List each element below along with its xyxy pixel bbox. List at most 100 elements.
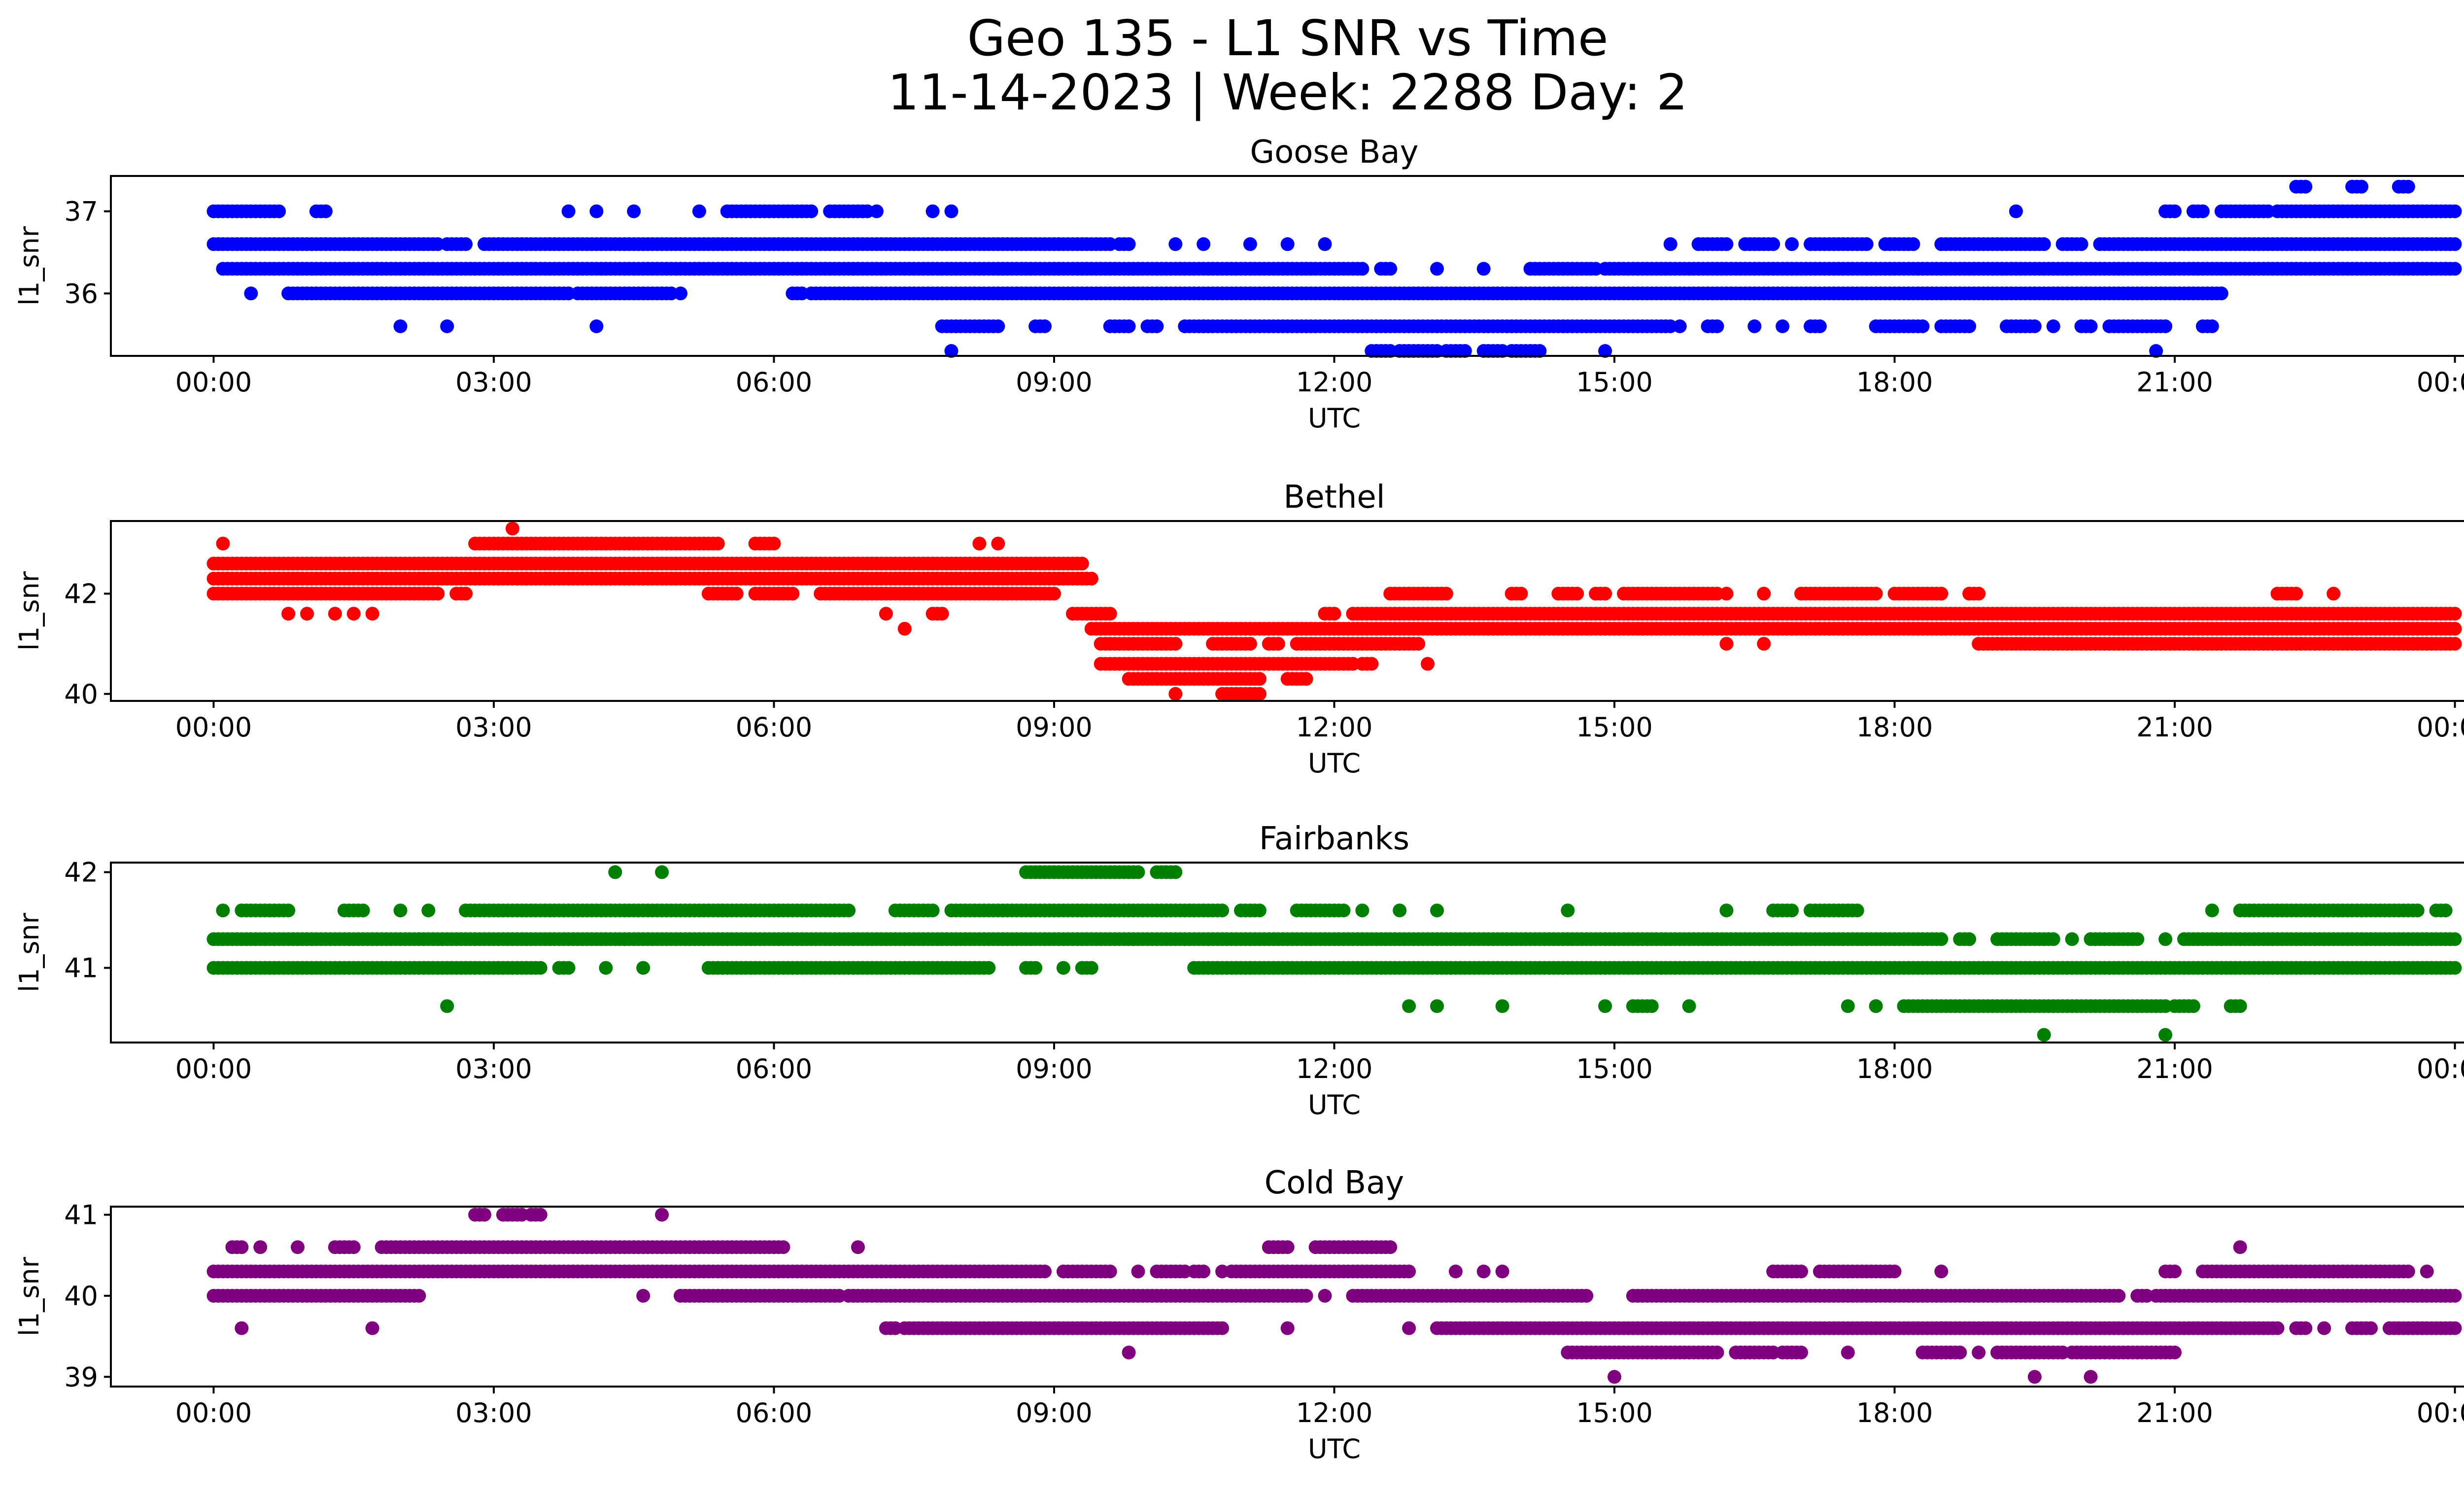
- scatter-points: [206, 865, 2462, 1042]
- data-point: [2355, 179, 2368, 194]
- x-tick-label: 15:00: [1576, 367, 1653, 398]
- data-point: [1869, 999, 1883, 1013]
- data-point: [561, 961, 576, 975]
- y-tick-label: 36: [64, 278, 98, 309]
- data-point: [421, 904, 436, 918]
- data-point: [2037, 237, 2051, 251]
- y-axis-label: l1_snr: [14, 226, 45, 306]
- data-point: [281, 904, 296, 918]
- data-point: [729, 587, 744, 601]
- data-point: [1168, 687, 1183, 701]
- figure-title-line1: Geo 135 - L1 SNR vs Time: [967, 9, 1608, 67]
- data-point: [1972, 587, 1986, 601]
- data-point: [459, 237, 473, 251]
- data-point: [1495, 999, 1509, 1013]
- x-tick-label: 06:00: [736, 712, 813, 743]
- data-point: [1962, 319, 1977, 333]
- data-point: [356, 904, 370, 918]
- data-point: [2214, 286, 2228, 301]
- data-point: [2195, 204, 2210, 218]
- x-tick-label: 06:00: [736, 367, 813, 398]
- data-point: [1318, 1288, 1332, 1303]
- y-axis-label: l1_snr: [14, 571, 45, 651]
- data-point: [1533, 344, 1547, 358]
- data-point: [1794, 1264, 1808, 1279]
- data-point: [440, 999, 454, 1013]
- data-point: [1719, 904, 1734, 918]
- data-point: [2168, 1264, 2182, 1279]
- data-point: [1430, 904, 1444, 918]
- data-point: [1934, 1264, 1949, 1279]
- data-point: [318, 204, 333, 218]
- data-point: [1962, 932, 1977, 946]
- data-point: [842, 904, 856, 918]
- data-point: [1243, 637, 1257, 651]
- data-point: [1280, 237, 1295, 251]
- data-point: [711, 536, 725, 551]
- y-tick-label: 37: [64, 196, 98, 227]
- subplot-title: Bethel: [1283, 479, 1385, 516]
- scatter-points: [206, 1208, 2462, 1384]
- data-point: [1103, 1264, 1117, 1279]
- data-point: [1476, 262, 1491, 276]
- x-tick-label: 15:00: [1576, 1053, 1653, 1084]
- data-point: [1598, 999, 1612, 1013]
- data-point: [2448, 204, 2462, 218]
- data-point: [1673, 319, 1687, 333]
- data-point: [1747, 319, 1762, 333]
- x-tick-label: 00:00: [175, 1053, 252, 1084]
- data-point: [1318, 237, 1332, 251]
- data-point: [2046, 319, 2060, 333]
- x-tick-label: 09:00: [1016, 367, 1093, 398]
- data-point: [1084, 571, 1098, 586]
- data-point: [2084, 319, 2098, 333]
- x-tick-label: 09:00: [1016, 712, 1093, 743]
- data-point: [636, 1288, 650, 1303]
- data-point: [1131, 1264, 1145, 1279]
- data-point: [1934, 932, 1949, 946]
- data-point: [1430, 262, 1444, 276]
- data-point: [2401, 179, 2415, 194]
- data-point: [2233, 1240, 2247, 1254]
- data-point: [767, 536, 781, 551]
- data-point: [2168, 204, 2182, 218]
- data-point: [1598, 587, 1612, 601]
- data-point: [346, 1240, 361, 1254]
- data-point: [786, 587, 800, 601]
- data-point: [1383, 262, 1398, 276]
- data-point: [1280, 1240, 1295, 1254]
- data-point: [1439, 587, 1453, 601]
- data-point: [599, 961, 613, 975]
- data-point: [2046, 932, 2060, 946]
- data-point: [1197, 237, 1211, 251]
- data-point: [1365, 657, 1379, 671]
- x-tick-label: 00:00: [2417, 367, 2464, 398]
- x-axis-label: UTC: [1308, 748, 1361, 779]
- x-tick-label: 12:00: [1296, 1053, 1373, 1084]
- data-point: [2448, 932, 2462, 946]
- data-point: [2205, 904, 2219, 918]
- data-point: [1916, 319, 1930, 333]
- data-point: [2401, 1264, 2415, 1279]
- data-point: [393, 319, 408, 333]
- data-point: [2130, 932, 2145, 946]
- data-point: [1168, 237, 1183, 251]
- subplot-title: Cold Bay: [1265, 1165, 1404, 1201]
- data-point: [1710, 319, 1724, 333]
- x-axis-label: UTC: [1308, 1089, 1361, 1120]
- data-point: [1336, 904, 1351, 918]
- data-point: [944, 204, 958, 218]
- data-point: [1813, 319, 1827, 333]
- data-point: [1252, 672, 1266, 686]
- data-point: [1355, 262, 1369, 276]
- figure-title-line2: 11-14-2023 | Week: 2288 Day: 2: [888, 64, 1687, 121]
- data-point: [2037, 1028, 2051, 1042]
- data-point: [589, 319, 604, 333]
- x-tick-label: 00:00: [2417, 712, 2464, 743]
- data-point: [2158, 319, 2173, 333]
- data-point: [2448, 262, 2462, 276]
- data-point: [1598, 344, 1612, 358]
